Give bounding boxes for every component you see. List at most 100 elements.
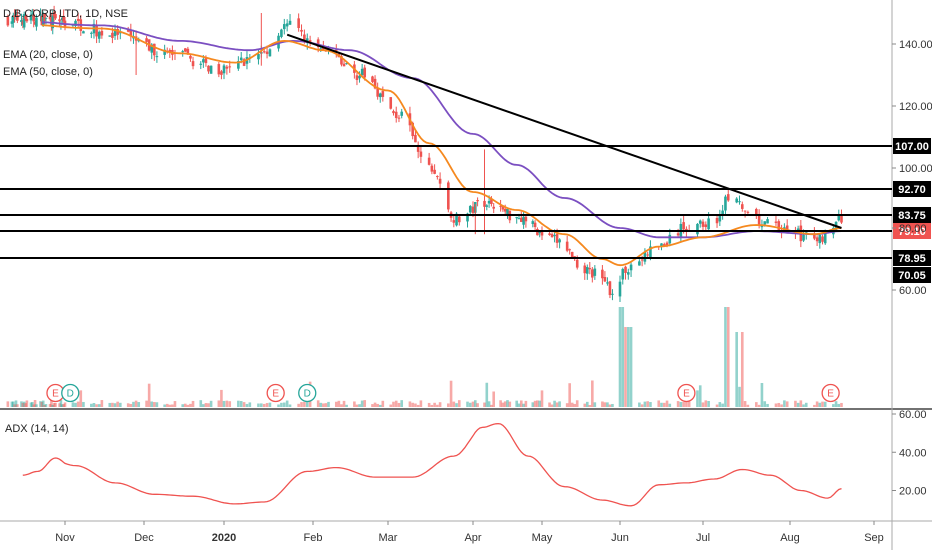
earnings-marker[interactable] bbox=[821, 383, 840, 403]
candle-body bbox=[6, 16, 10, 26]
candle-body bbox=[360, 68, 364, 76]
event-marker-label: E bbox=[272, 389, 279, 400]
volume-bar bbox=[44, 404, 48, 407]
candle-body bbox=[593, 268, 597, 276]
event-marker-label: E bbox=[827, 389, 834, 400]
candle-body bbox=[575, 259, 579, 268]
volume-bar bbox=[696, 390, 699, 407]
volume-bar bbox=[33, 400, 37, 407]
candle-body bbox=[202, 59, 205, 63]
candle-body bbox=[774, 221, 778, 223]
candle-body bbox=[640, 259, 644, 261]
volume-bar bbox=[116, 401, 119, 407]
horizontal-levels[interactable]: 107.00 92.70 83.75 79.10 78.95 70.05 bbox=[0, 138, 931, 283]
candle-body bbox=[54, 14, 57, 19]
candle-body bbox=[531, 221, 535, 225]
volume-bar bbox=[58, 403, 61, 407]
candle-body bbox=[209, 65, 213, 74]
candle-body bbox=[268, 49, 272, 57]
volume-bar bbox=[540, 390, 544, 407]
candle-body bbox=[515, 217, 518, 219]
volume-bar bbox=[804, 402, 808, 407]
volume-bar bbox=[183, 403, 187, 407]
trendline-line[interactable] bbox=[286, 33, 842, 229]
candle-body bbox=[668, 234, 672, 244]
volume-bar bbox=[447, 403, 450, 407]
volume-bar bbox=[452, 401, 456, 407]
candle-body bbox=[237, 61, 240, 69]
candle-body bbox=[676, 233, 680, 236]
candle-body bbox=[297, 18, 300, 29]
volume-bar bbox=[35, 404, 38, 407]
candle-body bbox=[25, 18, 29, 22]
volume-bar bbox=[376, 403, 379, 407]
volume-bar bbox=[503, 401, 507, 407]
volume-bar bbox=[533, 400, 537, 407]
volume-bar bbox=[186, 404, 190, 407]
volume-bar bbox=[531, 402, 535, 407]
volume-bar bbox=[355, 404, 359, 407]
volume-bar bbox=[82, 401, 85, 407]
volume-bar bbox=[721, 403, 724, 407]
volume-bar bbox=[508, 401, 512, 407]
price-tick-label: 60.00 bbox=[899, 285, 927, 297]
adx-line bbox=[22, 422, 842, 507]
candle-body bbox=[21, 21, 25, 25]
volume-bar bbox=[813, 404, 816, 407]
volume-bar bbox=[155, 402, 159, 407]
trendline[interactable] bbox=[286, 33, 842, 229]
candle-body bbox=[186, 48, 190, 54]
candle-body bbox=[763, 221, 767, 225]
candle-body bbox=[524, 216, 528, 222]
candle-body bbox=[411, 122, 414, 137]
candle-body bbox=[288, 20, 292, 25]
candle-body bbox=[32, 14, 36, 22]
volume-bar bbox=[662, 402, 666, 407]
volume-bar bbox=[570, 402, 574, 407]
candle-body bbox=[225, 66, 229, 69]
candle-body bbox=[14, 13, 18, 16]
volume-bar bbox=[282, 402, 286, 407]
volume-bar bbox=[766, 403, 769, 407]
chart-title: D.B.CORP LTD, 1D, NSE bbox=[3, 8, 128, 20]
candle-body bbox=[818, 234, 822, 244]
volume-bars bbox=[6, 307, 843, 407]
volume-bar bbox=[777, 402, 781, 407]
candle-body bbox=[427, 157, 431, 165]
dividend-marker[interactable] bbox=[61, 383, 80, 403]
candle-body bbox=[282, 24, 286, 30]
earnings-marker[interactable] bbox=[266, 383, 285, 403]
volume-bar bbox=[780, 404, 783, 407]
event-marker-label: D bbox=[67, 389, 74, 400]
volume-bar bbox=[646, 401, 649, 407]
volume-bar bbox=[204, 403, 208, 407]
volume-bar bbox=[225, 400, 229, 407]
volume-bar bbox=[821, 401, 824, 407]
volume-bar bbox=[492, 391, 495, 407]
candle-body bbox=[501, 205, 505, 210]
volume-bar bbox=[466, 401, 469, 407]
candle-body bbox=[43, 13, 46, 21]
volume-bar bbox=[334, 401, 338, 407]
volume-bar bbox=[237, 400, 240, 407]
volume-bar bbox=[522, 403, 525, 407]
volume-bar bbox=[799, 400, 803, 407]
volume-bar bbox=[740, 332, 744, 407]
volume-bar bbox=[248, 402, 252, 407]
candle-body bbox=[452, 220, 456, 223]
volume-bar bbox=[746, 404, 750, 407]
candle-body bbox=[618, 281, 622, 297]
candle-body bbox=[222, 65, 226, 74]
volume-bar bbox=[21, 402, 25, 407]
candle-body bbox=[468, 206, 472, 213]
dividend-marker[interactable] bbox=[298, 383, 317, 403]
volume-bar bbox=[832, 404, 835, 407]
volume-bar bbox=[550, 404, 554, 407]
earnings-marker[interactable] bbox=[677, 383, 696, 403]
candle-body bbox=[447, 182, 450, 210]
candle-body bbox=[487, 200, 491, 204]
volume-bar bbox=[506, 400, 509, 407]
